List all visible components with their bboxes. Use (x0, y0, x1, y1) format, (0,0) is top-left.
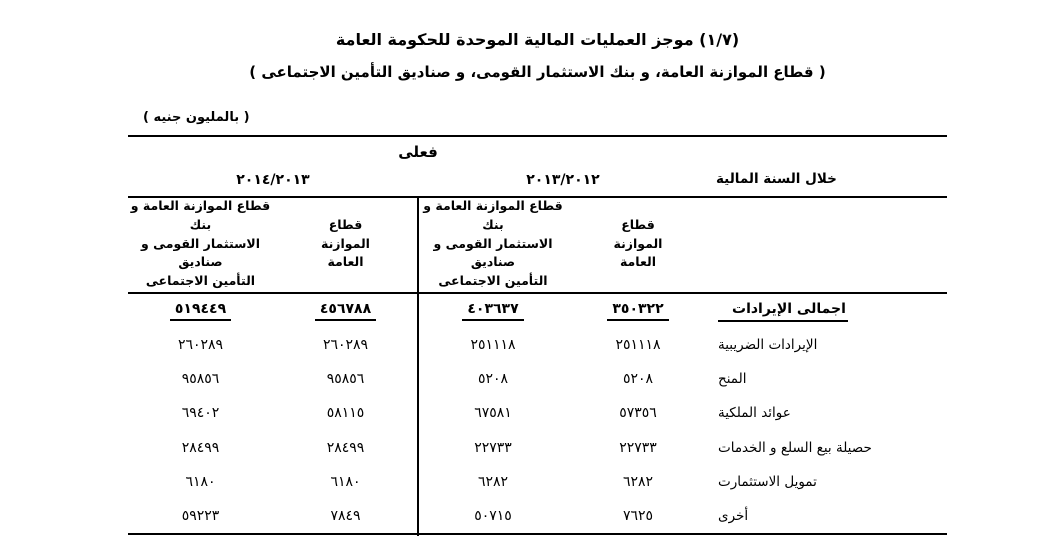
table-row-other: ٥٩٢٢٣ ٧٨٤٩ ٥٠٧١٥ ٧٦٢٥ أخرى (128, 499, 947, 533)
cell-value: ٩٥٨٥٦ (181, 371, 220, 388)
column-headers-row: قطاع الموازنة العامة و بنك الاستثمار الق… (128, 198, 947, 290)
cell-value: ٧٦٢٥ (622, 507, 654, 524)
cell-value: ٢٢٧٣٣ (474, 439, 512, 456)
table-row-property-income: ٦٩٤٠٢ ٥٨١١٥ ٦٧٥٨١ ٥٧٣٥٦ عوائد الملكية (128, 396, 947, 430)
table-row-tax-revenues: ٢٦٠٢٨٩ ٢٦٠٢٨٩ ٢٥١١١٨ ٢٥١١١٨ الإيرادات ال… (128, 328, 947, 362)
cell-value: ٢٦٠٢٨٩ (322, 337, 369, 354)
rule-top (128, 135, 947, 137)
cell-value: ٢٨٤٩٩ (326, 439, 365, 456)
cell-value: ٥٠٧١٥ (474, 507, 512, 524)
fiscal-year-label: خلال السنة المالية (716, 171, 837, 187)
cell-value: ٤٥٦٧٨٨ (273, 301, 418, 322)
cell-value: ٦٩٤٠٢ (181, 405, 220, 422)
cell-value: ٦٢٨٢ (477, 473, 509, 490)
cell-value: ٢٥١١١٨ (470, 337, 516, 354)
unit-note: ( بالمليون جنيه ) (143, 110, 250, 125)
table-row-grants: ٩٥٨٥٦ ٩٥٨٥٦ ٥٢٠٨ ٥٢٠٨ المنح (128, 362, 947, 396)
row-label: المنح (718, 371, 747, 388)
year-header-2013-2014: ٢٠١٤/٢٠١٣ (236, 172, 310, 188)
cell-value: ٢٥١١١٨ (615, 337, 661, 354)
table-body: ٥١٩٤٤٩ ٤٥٦٧٨٨ ٤٠٣٦٣٧ ٣٥٠٣٢٢ اجمالى الإير… (128, 294, 947, 533)
cell-value: ٢٢٧٣٣ (619, 439, 657, 456)
table-row-total-revenues: ٥١٩٤٤٩ ٤٥٦٧٨٨ ٤٠٣٦٣٧ ٣٥٠٣٢٢ اجمالى الإير… (128, 294, 947, 328)
row-label: أخرى (718, 507, 749, 524)
actual-header: فعلى (398, 143, 438, 161)
row-label: عوائد الملكية (718, 405, 791, 422)
cell-value: ٦١٨٠ (185, 473, 216, 490)
cell-value: ٧٨٤٩ (330, 507, 361, 524)
column-header-combined-2012-2013: قطاع الموازنة العامة و بنك الاستثمار الق… (423, 198, 563, 289)
vertical-divider (417, 196, 419, 536)
rule-under-column-headers (128, 292, 947, 294)
table-row-goods-services-sales: ٢٨٤٩٩ ٢٨٤٩٩ ٢٢٧٣٣ ٢٢٧٣٣ حصيلة بيع السلع … (128, 431, 947, 465)
cell-value: ٦١٨٠ (330, 473, 361, 490)
cell-value: ٥١٩٤٤٩ (128, 301, 273, 322)
cell-value: ٥٧٣٥٦ (619, 405, 657, 422)
column-header-budget-2012-2013: قطاع الموازنة العامة (613, 216, 663, 270)
rule-bottom (128, 533, 947, 535)
cell-value: ٤٠٣٦٣٧ (418, 301, 568, 322)
cell-value: ٣٥٠٣٢٢ (568, 301, 708, 322)
fiscal-operations-table: فعلى ٢٠١٤/٢٠١٣ ٢٠١٣/٢٠١٢ خلال السنة الما… (128, 135, 947, 536)
row-label: تمويل الاستثمارت (718, 473, 817, 490)
year-header-2012-2013: ٢٠١٣/٢٠١٢ (526, 172, 600, 188)
cell-value: ٥٢٠٨ (477, 371, 509, 388)
cell-value: ٦٧٥٨١ (474, 405, 512, 422)
row-label: اجمالى الإيرادات (708, 301, 947, 322)
cell-value: ٥٨١١٥ (326, 405, 365, 422)
page-subtitle: ( قطاع الموازنة العامة، و بنك الاستثمار … (249, 63, 826, 81)
cell-value: ٢٨٤٩٩ (181, 439, 220, 456)
cell-value: ٥٢٠٨ (622, 371, 654, 388)
page-title: (١/٧) موجز العمليات المالية الموحدة للحك… (335, 30, 740, 49)
rule-under-years (128, 196, 947, 198)
cell-value: ٥٩٢٢٣ (181, 507, 220, 524)
row-label: حصيلة بيع السلع و الخدمات (718, 439, 872, 456)
cell-value: ٩٥٨٥٦ (326, 371, 365, 388)
table-row-investment-financing: ٦١٨٠ ٦١٨٠ ٦٢٨٢ ٦٢٨٢ تمويل الاستثمارت (128, 465, 947, 499)
title-block: (١/٧) موجز العمليات المالية الموحدة للحك… (128, 0, 947, 81)
row-label: الإيرادات الضريبية (718, 337, 818, 354)
column-header-combined-2013-2014: قطاع الموازنة العامة و بنك الاستثمار الق… (130, 198, 271, 289)
cell-value: ٦٢٨٢ (622, 473, 654, 490)
column-header-budget-2013-2014: قطاع الموازنة العامة (321, 216, 370, 270)
cell-value: ٢٦٠٢٨٩ (177, 337, 224, 354)
